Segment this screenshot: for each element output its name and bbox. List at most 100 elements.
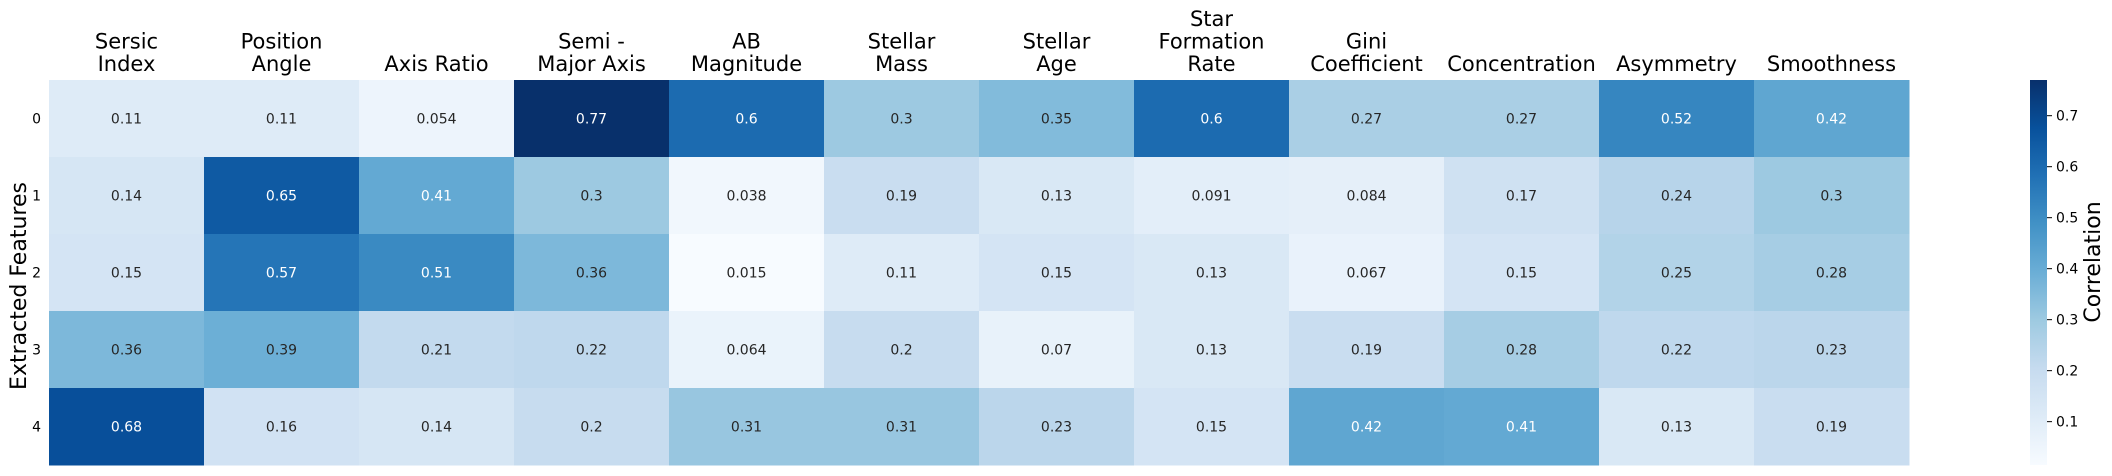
heatmap-cell	[1444, 157, 1600, 235]
heatmap-cell	[1599, 157, 1755, 235]
heatmap-cell	[1444, 311, 1600, 389]
cell-value-label: 0.15	[1506, 266, 1537, 282]
heatmap-cell	[824, 234, 980, 312]
heatmap-cell	[1289, 388, 1445, 466]
cell-value-label: 0.2	[580, 420, 602, 436]
heatmap-cell	[49, 157, 205, 235]
cell-value-label: 0.13	[1041, 189, 1072, 205]
heatmap-cell	[979, 311, 1135, 389]
cell-value-label: 0.015	[726, 266, 766, 282]
heatmap-cell	[1134, 388, 1290, 466]
heatmap-cell	[824, 311, 980, 389]
cell-value-label: 0.11	[266, 112, 297, 128]
cell-value-label: 0.22	[1661, 343, 1692, 359]
heatmap-cell	[1754, 234, 1910, 312]
heatmap-cell	[1289, 234, 1445, 312]
cell-value-label: 0.28	[1816, 266, 1847, 282]
cell-value-label: 0.36	[576, 266, 607, 282]
cell-value-label: 0.21	[421, 343, 452, 359]
heatmap-cell	[979, 388, 1135, 466]
cell-value-label: 0.13	[1196, 266, 1227, 282]
cell-value-label: 0.19	[886, 189, 917, 205]
heatmap-cell	[1754, 388, 1910, 466]
heatmap-cell	[1754, 157, 1910, 235]
cell-value-label: 0.19	[1816, 420, 1847, 436]
column-label: Gini Coefficient	[1310, 30, 1423, 77]
heatmap-cell	[204, 234, 360, 312]
heatmap-cell	[49, 311, 205, 389]
heatmap-cell	[669, 80, 825, 158]
heatmap-cell	[204, 311, 360, 389]
heatmap-cell	[359, 311, 515, 389]
heatmap-cell	[1289, 80, 1445, 158]
heatmap-cell	[359, 234, 515, 312]
heatmap-cell	[669, 388, 825, 466]
cell-value-label: 0.2	[890, 343, 912, 359]
cell-value-label: 0.13	[1196, 343, 1227, 359]
heatmap-cell	[1134, 157, 1290, 235]
cell-value-label: 0.16	[266, 420, 297, 436]
cell-value-label: 0.6	[735, 112, 757, 128]
cell-value-label: 0.11	[111, 112, 142, 128]
cell-value-label: 0.31	[886, 420, 917, 436]
cell-value-label: 0.24	[1661, 189, 1692, 205]
heatmap-cell	[514, 388, 670, 466]
column-labels: Sersic Index Position Angle Axis Ratio Semi -…	[95, 7, 1896, 76]
heatmap-cell	[514, 311, 670, 389]
cell-value-label: 0.27	[1351, 112, 1382, 128]
heatmap-cell	[1134, 234, 1290, 312]
cell-value-label: 0.28	[1506, 343, 1537, 359]
row-label: 1	[32, 189, 41, 205]
heatmap-cell	[359, 388, 515, 466]
cell-value-label: 0.41	[1506, 420, 1537, 436]
cell-value-label: 0.41	[421, 189, 452, 205]
column-label: Stellar Mass	[868, 30, 936, 77]
cell-value-label: 0.07	[1041, 343, 1072, 359]
cell-value-label: 0.77	[576, 112, 607, 128]
heatmap-cell	[1599, 388, 1755, 466]
heatmap-cells: 0.11 0.11 0.054 0.77 0.6 0.3 0.35 0.6 0.27 0.27 0.…	[49, 80, 1910, 466]
column-label: Semi -Major Axis	[537, 30, 646, 77]
heatmap-cell	[1289, 157, 1445, 235]
heatmap-cell	[49, 388, 205, 466]
cell-value-label: 0.064	[726, 343, 766, 359]
heatmap-cell	[1599, 311, 1755, 389]
heatmap-cell	[1754, 311, 1910, 389]
heatmap-cell	[359, 157, 515, 235]
column-label: AB Magnitude	[691, 30, 802, 77]
cell-value-label: 0.15	[111, 266, 142, 282]
colorbar-tick-label: 0.4	[2056, 262, 2078, 278]
row-label: 0	[32, 112, 41, 128]
cell-value-label: 0.11	[886, 266, 917, 282]
cell-value-label: 0.14	[111, 189, 142, 205]
heatmap-cell	[669, 234, 825, 312]
cell-value-label: 0.3	[580, 189, 602, 205]
heatmap-cell	[514, 234, 670, 312]
heatmap-cell	[514, 80, 670, 158]
colorbar-tick-label: 0.6	[2056, 160, 2078, 176]
row-label: 3	[32, 343, 41, 359]
heatmap-cell	[1134, 80, 1290, 158]
row-label: 2	[32, 266, 41, 282]
heatmap-cell	[49, 80, 205, 158]
column-label: Star Formation Rate	[1159, 7, 1265, 76]
cell-value-label: 0.038	[726, 189, 766, 205]
cell-value-label: 0.6	[1200, 112, 1222, 128]
heatmap-cell	[514, 157, 670, 235]
colorbar-ticks: 0.1 0.2 0.3 0.4 0.5 0.6 0.7	[2047, 109, 2078, 431]
column-label: Axis Ratio	[384, 52, 488, 76]
heatmap-cell	[669, 311, 825, 389]
heatmap-cell	[669, 157, 825, 235]
heatmap-cell	[979, 157, 1135, 235]
cell-value-label: 0.31	[731, 420, 762, 436]
colorbar-tick-label: 0.5	[2056, 211, 2078, 227]
cell-value-label: 0.51	[421, 266, 452, 282]
heatmap-cell	[824, 157, 980, 235]
column-label: Concentration	[1447, 52, 1596, 76]
cell-value-label: 0.57	[266, 266, 297, 282]
cell-value-label: 0.13	[1661, 420, 1692, 436]
cell-value-label: 0.19	[1351, 343, 1382, 359]
colorbar-title: Correlation	[2081, 201, 2106, 322]
cell-value-label: 0.27	[1506, 112, 1537, 128]
